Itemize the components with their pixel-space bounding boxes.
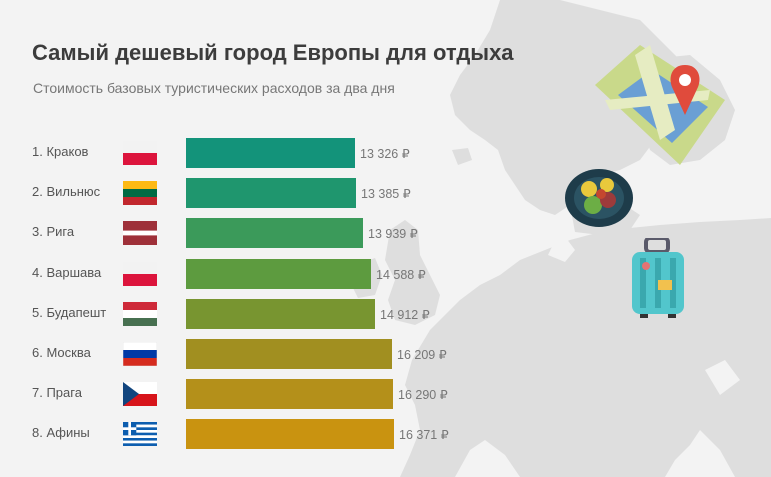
bar <box>186 298 375 329</box>
bar <box>186 258 371 289</box>
bar-row: 2. Вильнюс 13 385 ₽ <box>0 178 771 210</box>
city-label: 8. Афины <box>32 425 90 441</box>
value-label: 13 385 ₽ <box>361 187 411 202</box>
city-label: 7. Прага <box>32 385 82 401</box>
bar <box>186 339 392 369</box>
bar <box>186 138 355 168</box>
city-label: 6. Москва <box>32 345 91 360</box>
value-label: 16 371 ₽ <box>399 428 449 443</box>
chart-subtitle: Стоимость базовых туристических расходов… <box>33 80 395 96</box>
greece-flag-icon <box>123 422 157 447</box>
bar-row: 5. Будапешт 14 912 ₽ <box>0 298 771 331</box>
bar-row: 4. Варшава 14 588 ₽ <box>0 258 771 291</box>
poland-flag-icon <box>123 261 157 286</box>
value-label: 13 939 ₽ <box>368 227 418 242</box>
city-label: 5. Будапешт <box>32 304 107 320</box>
value-label: 14 588 ₽ <box>376 267 426 282</box>
bar-row: 3. Рига 13 939 ₽ <box>0 218 771 250</box>
russia-flag-icon <box>123 342 157 366</box>
food-plate-icon <box>565 169 633 227</box>
bar <box>186 379 393 410</box>
czech-flag-icon <box>123 382 157 407</box>
city-label: 2. Вильнюс <box>32 184 101 200</box>
bar <box>186 178 356 209</box>
value-label: 13 326 ₽ <box>360 147 410 161</box>
bar <box>186 419 394 450</box>
bar-row: 1. Краков 13 326 ₽ <box>0 138 771 170</box>
city-label: 4. Варшава <box>32 264 102 280</box>
latvia-flag-icon <box>123 221 157 246</box>
suitcase-icon <box>632 238 684 318</box>
bar-row: 6. Москва 16 209 ₽ <box>0 339 771 371</box>
bar-row: 8. Афины 16 371 ₽ <box>0 419 771 451</box>
chart-title: Самый дешевый город Европы для отдыха <box>32 40 514 65</box>
lithuania-flag-icon <box>123 181 157 206</box>
bar-row: 7. Прага 16 290 ₽ <box>0 379 771 411</box>
value-label: 14 912 ₽ <box>380 307 430 322</box>
hungary-flag-icon <box>123 301 157 326</box>
map-icon <box>595 45 725 165</box>
city-label: 1. Краков <box>32 144 89 159</box>
bar <box>186 218 363 249</box>
value-label: 16 290 ₽ <box>398 388 448 403</box>
poland-flag-icon <box>123 141 157 165</box>
city-label: 3. Рига <box>32 224 75 240</box>
value-label: 16 209 ₽ <box>397 348 447 362</box>
